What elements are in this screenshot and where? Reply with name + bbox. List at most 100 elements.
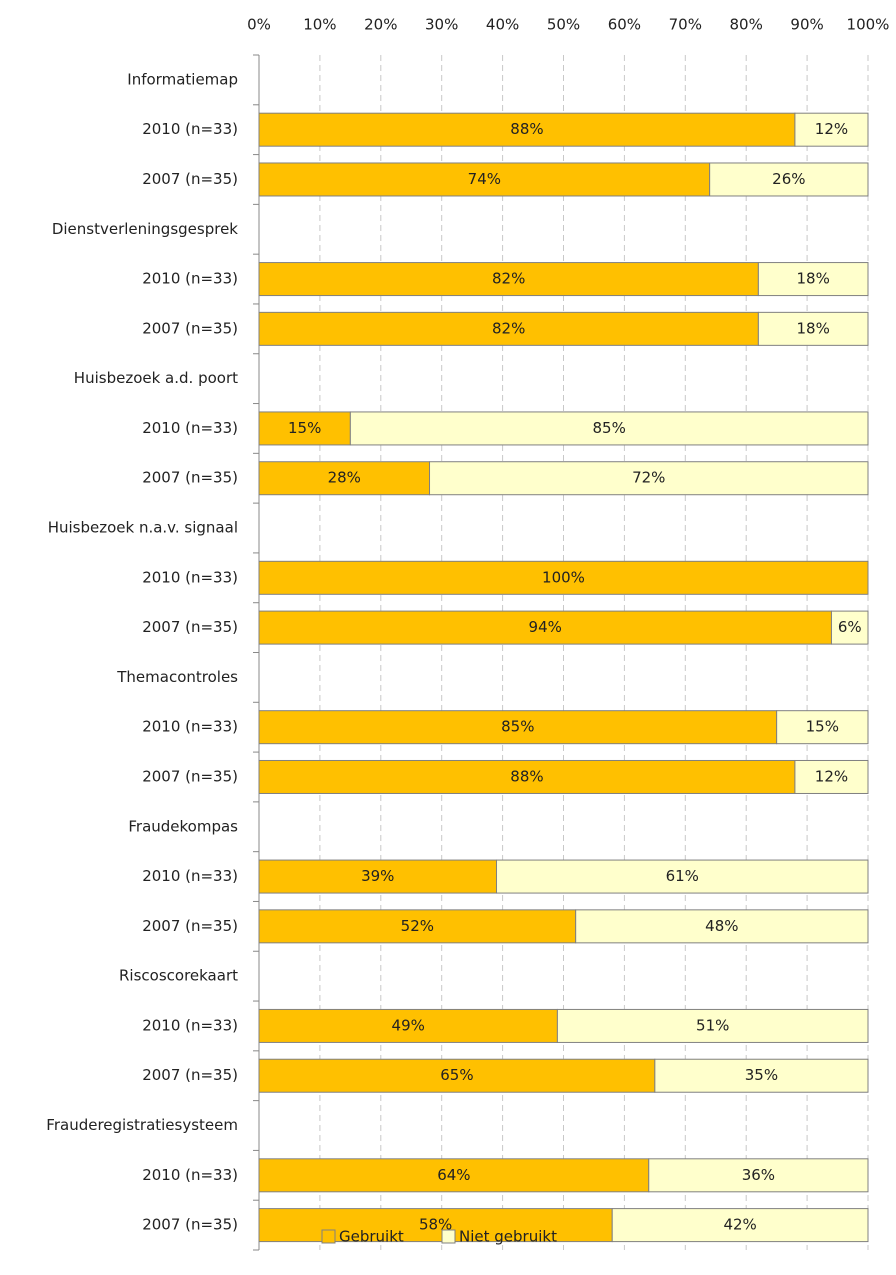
y-tick-label: 2010 (n=33): [142, 1166, 238, 1184]
y-tick-label: Fraudekompas: [128, 817, 238, 835]
data-label: 39%: [361, 867, 394, 885]
data-label: 12%: [815, 767, 848, 785]
y-tick-label: Riscoscorekaart: [119, 967, 238, 985]
x-tick-label: 70%: [669, 16, 702, 34]
bar-segment: [258, 112, 796, 147]
y-tick-label: 2010 (n=33): [142, 568, 238, 586]
x-tick-label: 20%: [364, 16, 397, 34]
legend-label: Niet gebruikt: [459, 1228, 557, 1246]
data-label: 49%: [392, 1016, 425, 1034]
bar-segment: [496, 859, 869, 894]
y-tick-label: Informatiemap: [127, 70, 238, 88]
y-tick-label: 2010 (n=33): [142, 718, 238, 736]
y-tick-label: 2010 (n=33): [142, 120, 238, 138]
bar-segment: [258, 1158, 650, 1193]
bar-segment: [757, 262, 869, 297]
data-label: 85%: [593, 419, 626, 437]
x-tick-label: 10%: [303, 16, 336, 34]
data-label: 6%: [838, 618, 862, 636]
data-label: 52%: [401, 917, 434, 935]
data-label: 64%: [437, 1166, 470, 1184]
y-tick-label: 2007 (n=35): [142, 469, 238, 487]
legend-label: Gebruikt: [339, 1228, 404, 1246]
y-tick-label: 2007 (n=35): [142, 917, 238, 935]
data-label: 35%: [745, 1066, 778, 1084]
legend-swatch: [441, 1229, 456, 1244]
data-label: 85%: [501, 718, 534, 736]
y-tick-label: 2010 (n=33): [142, 419, 238, 437]
bar-segment: [709, 162, 869, 197]
y-tick-label: Huisbezoek a.d. poort: [74, 369, 238, 387]
y-tick-label: Themacontroles: [116, 668, 238, 686]
y-tick-label: 2007 (n=35): [142, 1216, 238, 1234]
bar-segment: [258, 610, 832, 645]
data-label: 26%: [772, 170, 805, 188]
bar-segment: [258, 759, 796, 794]
y-tick-label: 2007 (n=35): [142, 767, 238, 785]
bar-segment: [258, 311, 759, 346]
bar-segment: [258, 411, 351, 446]
data-label: 100%: [542, 568, 585, 586]
data-label: 65%: [440, 1066, 473, 1084]
bar-segment: [648, 1158, 869, 1193]
bar-segment: [575, 909, 869, 944]
data-label: 61%: [666, 867, 699, 885]
y-tick-label: Huisbezoek n.a.v. signaal: [48, 519, 238, 537]
data-label: 15%: [288, 419, 321, 437]
bar-segment: [349, 411, 869, 446]
data-label: 28%: [328, 469, 361, 487]
x-tick-label: 50%: [547, 16, 580, 34]
bar-segment: [830, 610, 869, 645]
data-label: 42%: [723, 1216, 756, 1234]
data-label: 82%: [492, 270, 525, 288]
y-tick-label: 2007 (n=35): [142, 618, 238, 636]
bar-segment: [258, 710, 778, 745]
bar-segment: [258, 1058, 656, 1093]
y-tick-label: 2010 (n=33): [142, 270, 238, 288]
x-tick-label: 0%: [247, 16, 271, 34]
data-label: 72%: [632, 469, 665, 487]
data-label: 36%: [742, 1166, 775, 1184]
data-label: 12%: [815, 120, 848, 138]
y-tick-label: 2007 (n=35): [142, 1066, 238, 1084]
bar-segment: [258, 461, 431, 496]
bar-segment: [258, 859, 498, 894]
data-label: 74%: [468, 170, 501, 188]
y-tick-label: 2007 (n=35): [142, 170, 238, 188]
y-tick-label: Frauderegistratiesysteem: [46, 1116, 238, 1134]
bar-segment: [556, 1008, 869, 1043]
bar-segment: [776, 710, 869, 745]
data-label: 15%: [806, 718, 839, 736]
bar-segment: [611, 1208, 869, 1243]
data-label: 88%: [510, 120, 543, 138]
y-tick-label: Dienstverleningsgesprek: [52, 220, 238, 238]
x-tick-label: 80%: [730, 16, 763, 34]
y-tick-label: 2007 (n=35): [142, 319, 238, 337]
data-label: 51%: [696, 1016, 729, 1034]
bar-segment: [757, 311, 869, 346]
data-label: 48%: [705, 917, 738, 935]
data-label: 18%: [797, 319, 830, 337]
data-label: 18%: [797, 270, 830, 288]
data-label: 82%: [492, 319, 525, 337]
data-label: 58%: [419, 1216, 452, 1234]
bar-segment: [258, 162, 711, 197]
bar-segment: [258, 909, 577, 944]
bar-segment: [654, 1058, 869, 1093]
bar-segment: [429, 461, 869, 496]
x-tick-label: 90%: [790, 16, 823, 34]
y-tick-label: 2010 (n=33): [142, 867, 238, 885]
x-tick-label: 40%: [486, 16, 519, 34]
x-tick-label: 30%: [425, 16, 458, 34]
x-tick-label: 100%: [847, 16, 890, 34]
bar-segment: [258, 1208, 613, 1243]
bar-segment: [794, 759, 869, 794]
legend-swatch: [321, 1229, 336, 1244]
data-label: 94%: [529, 618, 562, 636]
bar-segment: [258, 560, 869, 595]
x-tick-label: 60%: [608, 16, 641, 34]
data-label: 88%: [510, 767, 543, 785]
bar-segment: [258, 1008, 558, 1043]
y-tick-label: 2010 (n=33): [142, 1016, 238, 1034]
